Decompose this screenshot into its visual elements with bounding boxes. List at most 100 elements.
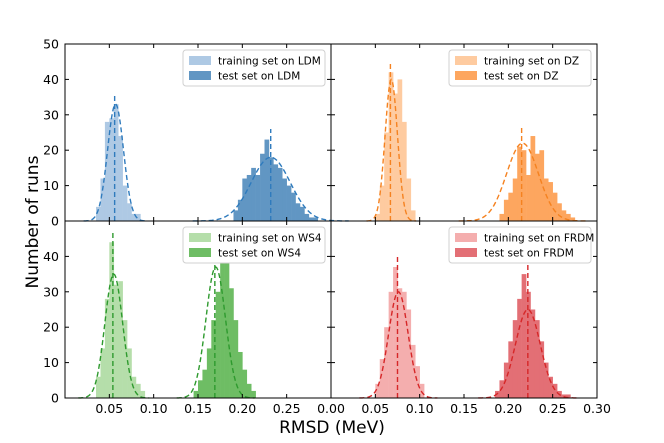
test-bar-dz xyxy=(543,178,549,221)
test-fit-curve-frdm xyxy=(478,308,578,399)
training-bar-dz xyxy=(397,79,403,222)
test-bar-ldm xyxy=(308,217,314,221)
test-bar-dz xyxy=(565,213,571,221)
legend-swatch-test xyxy=(189,248,211,257)
test-bar-ldm xyxy=(286,185,292,221)
test-bar-dz xyxy=(534,153,540,221)
test-bar-dz xyxy=(508,192,514,221)
test-bar-dz xyxy=(499,213,505,221)
panels-layer: 0 10 20 30 40 50 training set on LDM test set o… xyxy=(43,37,611,417)
legend-box-ws4 xyxy=(182,226,326,264)
y-tick-label: 0 xyxy=(51,214,59,229)
test-bar-ldm xyxy=(260,153,265,221)
training-bar-frdm xyxy=(379,359,385,398)
test-bar-ldm xyxy=(313,217,318,221)
test-bar-ws4 xyxy=(237,351,243,398)
test-bar-ws4 xyxy=(193,390,199,398)
panel-dz: training set on DZ test set on DZ xyxy=(330,43,598,222)
training-bar-ws4 xyxy=(109,242,115,398)
training-bar-ldm xyxy=(127,203,132,221)
test-bar-ldm xyxy=(233,210,239,221)
test-bar-ws4 xyxy=(233,320,239,398)
test-bar-ldm xyxy=(277,167,283,221)
test-bar-dz xyxy=(561,210,567,221)
training-bar-ldm xyxy=(96,206,101,221)
legend-swatch-test xyxy=(455,248,477,257)
test-bar-ldm xyxy=(295,203,301,221)
test-bar-dz xyxy=(512,178,518,221)
legend-swatch-training xyxy=(189,56,211,65)
test-bar-ldm xyxy=(251,167,256,221)
test-bar-dz xyxy=(521,150,527,221)
test-fit-curve-ldm xyxy=(192,156,349,222)
legend-label-training: training set on FRDM xyxy=(484,233,594,245)
training-bar-dz xyxy=(379,185,385,221)
training-bar-ws4 xyxy=(140,390,146,398)
test-bar-frdm xyxy=(534,320,540,398)
training-fit-curve-dz xyxy=(366,78,417,222)
legend-swatch-test xyxy=(189,71,211,80)
training-bar-dz xyxy=(384,132,389,221)
training-bar-frdm xyxy=(375,383,381,398)
training-bar-ldm xyxy=(104,121,110,221)
training-bar-ldm xyxy=(118,136,123,221)
training-bar-frdm xyxy=(406,309,412,398)
training-fit-curve-ws4 xyxy=(78,273,150,399)
training-bar-frdm xyxy=(401,291,407,398)
training-bar-dz xyxy=(410,210,416,221)
test-bar-dz xyxy=(517,146,522,221)
training-bar-ldm xyxy=(113,104,119,221)
test-bar-frdm xyxy=(526,291,531,398)
test-bar-ldm xyxy=(242,178,248,221)
legend-label-training: training set on DZ xyxy=(484,56,579,68)
test-bar-ws4 xyxy=(220,256,225,398)
legend-label-test: test set on LDM xyxy=(218,71,300,83)
test-fit-curve-dz xyxy=(458,142,587,222)
training-bar-dz xyxy=(375,213,381,221)
training-bar-ws4 xyxy=(104,298,110,398)
training-fit-curve-ldm xyxy=(83,103,148,222)
legend-box-dz xyxy=(448,49,592,87)
test-bar-frdm xyxy=(548,376,553,398)
test-bar-dz xyxy=(503,199,509,221)
y-tick-label: 30 xyxy=(43,107,59,122)
test-bar-ldm xyxy=(291,192,296,221)
test-bar-ldm xyxy=(268,157,274,221)
y-tick-label: 40 xyxy=(43,72,59,87)
training-bar-ws4 xyxy=(118,281,123,398)
x-tick-label: 0.20 xyxy=(494,401,522,416)
legend-label-test: test set on WS4 xyxy=(218,248,301,260)
test-bar-ws4 xyxy=(206,348,212,398)
training-bar-frdm xyxy=(388,291,394,398)
training-bar-dz xyxy=(406,178,412,221)
test-bar-ws4 xyxy=(215,291,221,398)
legend-swatch-training xyxy=(455,56,477,65)
y-tick-label: 20 xyxy=(43,143,59,158)
test-bar-dz xyxy=(539,150,545,221)
test-fit-curve-ws4 xyxy=(176,266,255,399)
test-bar-frdm xyxy=(512,320,518,398)
y-tick-label: 10 xyxy=(43,355,59,370)
x-tick-label: 0.20 xyxy=(228,401,256,416)
training-bar-ws4 xyxy=(127,348,132,398)
legend-box-ldm xyxy=(182,49,326,87)
x-axis-title: RMSD (MeV) xyxy=(279,418,385,438)
x-tick-label: 0.05 xyxy=(95,401,123,416)
training-bar-dz xyxy=(393,93,398,221)
test-bar-frdm xyxy=(539,341,545,398)
y-tick-label: 20 xyxy=(43,320,59,335)
legend-swatch-test xyxy=(455,71,477,80)
test-bar-ldm xyxy=(273,164,279,221)
x-tick-label: 0.10 xyxy=(140,401,168,416)
test-bar-ldm xyxy=(237,199,243,221)
x-tick-label: 0.25 xyxy=(273,401,301,416)
test-bar-dz xyxy=(570,217,576,221)
training-bar-ws4 xyxy=(96,376,101,398)
test-bar-dz xyxy=(526,174,531,221)
test-bar-ldm xyxy=(304,213,310,221)
y-tick-label: 40 xyxy=(43,249,59,264)
test-bar-ldm xyxy=(246,174,252,221)
test-bar-dz xyxy=(552,192,558,221)
training-bar-frdm xyxy=(384,327,389,398)
x-tick-label: 0.30 xyxy=(583,401,611,416)
